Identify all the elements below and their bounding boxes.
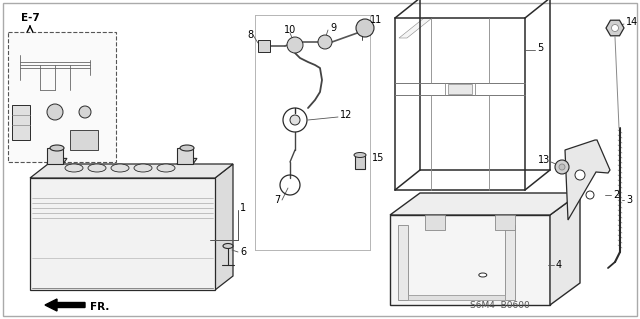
Text: 1: 1 (240, 203, 246, 213)
Text: 11: 11 (370, 15, 382, 25)
Circle shape (356, 19, 374, 37)
Text: E-7: E-7 (20, 13, 40, 23)
Ellipse shape (157, 164, 175, 172)
Text: 15: 15 (372, 153, 385, 163)
Text: FR.: FR. (90, 302, 109, 312)
Circle shape (290, 115, 300, 125)
Text: 7: 7 (274, 195, 280, 205)
Text: 14: 14 (626, 17, 638, 27)
Polygon shape (565, 140, 610, 220)
Polygon shape (177, 148, 193, 164)
Text: 12: 12 (340, 110, 353, 120)
Text: 5: 5 (537, 43, 543, 53)
Text: 4: 4 (556, 260, 562, 270)
Circle shape (79, 106, 91, 118)
Polygon shape (425, 215, 445, 230)
Polygon shape (495, 215, 515, 230)
Circle shape (586, 191, 594, 199)
Text: 2: 2 (613, 190, 620, 200)
Circle shape (287, 37, 303, 53)
Ellipse shape (180, 145, 194, 151)
Ellipse shape (50, 145, 64, 151)
Text: 3: 3 (626, 195, 632, 205)
Ellipse shape (134, 164, 152, 172)
Text: 6: 6 (240, 247, 246, 257)
Bar (355, 155, 365, 169)
Ellipse shape (223, 243, 233, 249)
Ellipse shape (354, 152, 366, 158)
Circle shape (559, 164, 565, 170)
Circle shape (611, 25, 618, 32)
Polygon shape (408, 295, 505, 300)
Bar (258, 40, 270, 52)
Ellipse shape (88, 164, 106, 172)
Polygon shape (47, 148, 63, 164)
Ellipse shape (479, 273, 487, 277)
Ellipse shape (65, 164, 83, 172)
Polygon shape (177, 159, 197, 164)
Polygon shape (47, 159, 67, 164)
Polygon shape (12, 105, 30, 140)
Text: 10: 10 (284, 25, 296, 35)
Polygon shape (70, 130, 98, 150)
FancyArrow shape (45, 299, 85, 311)
Polygon shape (390, 215, 550, 305)
Polygon shape (550, 193, 580, 305)
Text: 8: 8 (247, 30, 253, 40)
Polygon shape (30, 178, 215, 290)
Circle shape (555, 160, 569, 174)
Circle shape (47, 104, 63, 120)
Circle shape (575, 170, 585, 180)
Polygon shape (448, 84, 472, 94)
Circle shape (318, 35, 332, 49)
Polygon shape (390, 193, 580, 215)
Polygon shape (505, 225, 515, 300)
Polygon shape (30, 164, 233, 178)
Text: 9: 9 (330, 23, 336, 33)
Ellipse shape (111, 164, 129, 172)
Text: 13: 13 (538, 155, 550, 165)
Polygon shape (215, 164, 233, 290)
Polygon shape (398, 225, 408, 300)
Text: S6M4  B0600: S6M4 B0600 (470, 300, 530, 309)
Polygon shape (399, 18, 432, 38)
Bar (8, 32, 116, 162)
